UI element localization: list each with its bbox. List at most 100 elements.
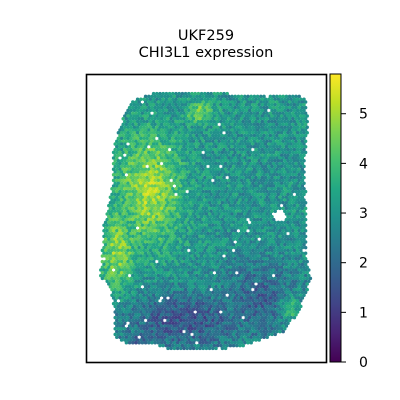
spot	[119, 125, 124, 129]
spot	[243, 150, 247, 155]
spot	[193, 142, 197, 146]
spot	[132, 147, 137, 152]
spot	[131, 111, 135, 115]
spot	[238, 97, 242, 101]
spot	[177, 91, 181, 96]
spot	[254, 181, 258, 185]
spot	[235, 153, 239, 157]
spot	[206, 114, 210, 118]
spot	[127, 150, 132, 155]
spot	[247, 136, 252, 141]
spot	[191, 189, 196, 194]
spot	[180, 108, 185, 113]
spot	[164, 119, 169, 124]
spot	[158, 108, 162, 113]
spot	[278, 139, 282, 143]
spot	[129, 181, 133, 185]
spot	[166, 178, 170, 183]
spot	[139, 108, 143, 113]
spot	[289, 119, 293, 124]
spot	[171, 97, 175, 101]
spot	[286, 136, 290, 141]
spot	[295, 170, 300, 174]
spot	[230, 105, 234, 110]
spot	[166, 161, 170, 166]
spot	[227, 133, 231, 138]
spot	[291, 122, 295, 127]
spot	[137, 117, 141, 121]
spot	[299, 142, 303, 146]
spot	[206, 159, 210, 163]
spot	[286, 175, 290, 180]
spot	[233, 111, 237, 115]
spot	[199, 147, 204, 152]
spot	[238, 108, 242, 113]
spot	[135, 153, 140, 157]
spot	[207, 117, 212, 121]
spot	[167, 164, 172, 169]
spot	[172, 178, 177, 183]
spot	[276, 175, 281, 180]
spot	[169, 111, 173, 115]
spot	[252, 122, 257, 127]
spot	[115, 167, 119, 171]
spot	[147, 139, 151, 143]
spot	[238, 142, 242, 146]
spot	[169, 156, 173, 160]
spot	[174, 91, 178, 96]
spot	[265, 189, 269, 194]
spot	[196, 164, 201, 169]
spot	[158, 103, 162, 107]
spot	[207, 184, 212, 188]
spot	[142, 114, 146, 118]
spot	[284, 111, 289, 115]
spot	[198, 161, 202, 166]
spot	[203, 142, 207, 146]
spot	[196, 97, 201, 101]
spot	[243, 139, 247, 143]
spot	[243, 117, 247, 121]
spot	[147, 189, 151, 194]
spot	[182, 128, 186, 132]
spot	[223, 94, 228, 99]
spot	[145, 114, 149, 118]
spot	[255, 184, 260, 188]
spot	[268, 122, 273, 127]
spot	[297, 111, 301, 115]
spot	[238, 114, 242, 118]
spot	[204, 150, 209, 155]
spot	[187, 114, 191, 118]
spot	[231, 142, 236, 146]
spot	[142, 170, 146, 174]
spot	[203, 175, 207, 180]
spot	[220, 173, 225, 177]
spot	[175, 105, 180, 110]
spot	[235, 142, 239, 146]
spot	[163, 156, 167, 160]
spot	[276, 131, 281, 135]
spot	[236, 105, 241, 110]
spot	[139, 170, 143, 174]
spot	[111, 156, 116, 160]
spot	[151, 131, 156, 135]
spot	[230, 184, 234, 188]
spot	[241, 175, 245, 180]
spot	[167, 181, 172, 185]
spot	[140, 173, 145, 177]
spot	[135, 136, 140, 141]
spot	[177, 164, 181, 169]
spot	[155, 142, 159, 146]
spot	[235, 114, 239, 118]
spot	[251, 142, 255, 146]
spot	[121, 178, 125, 183]
spot	[295, 164, 300, 169]
spot	[174, 187, 178, 191]
spot	[177, 108, 181, 113]
spot	[281, 145, 285, 149]
spot	[134, 167, 138, 171]
spot	[195, 122, 199, 127]
spot	[164, 97, 169, 101]
spot	[150, 117, 154, 121]
spot	[243, 156, 247, 160]
spot	[291, 111, 295, 115]
